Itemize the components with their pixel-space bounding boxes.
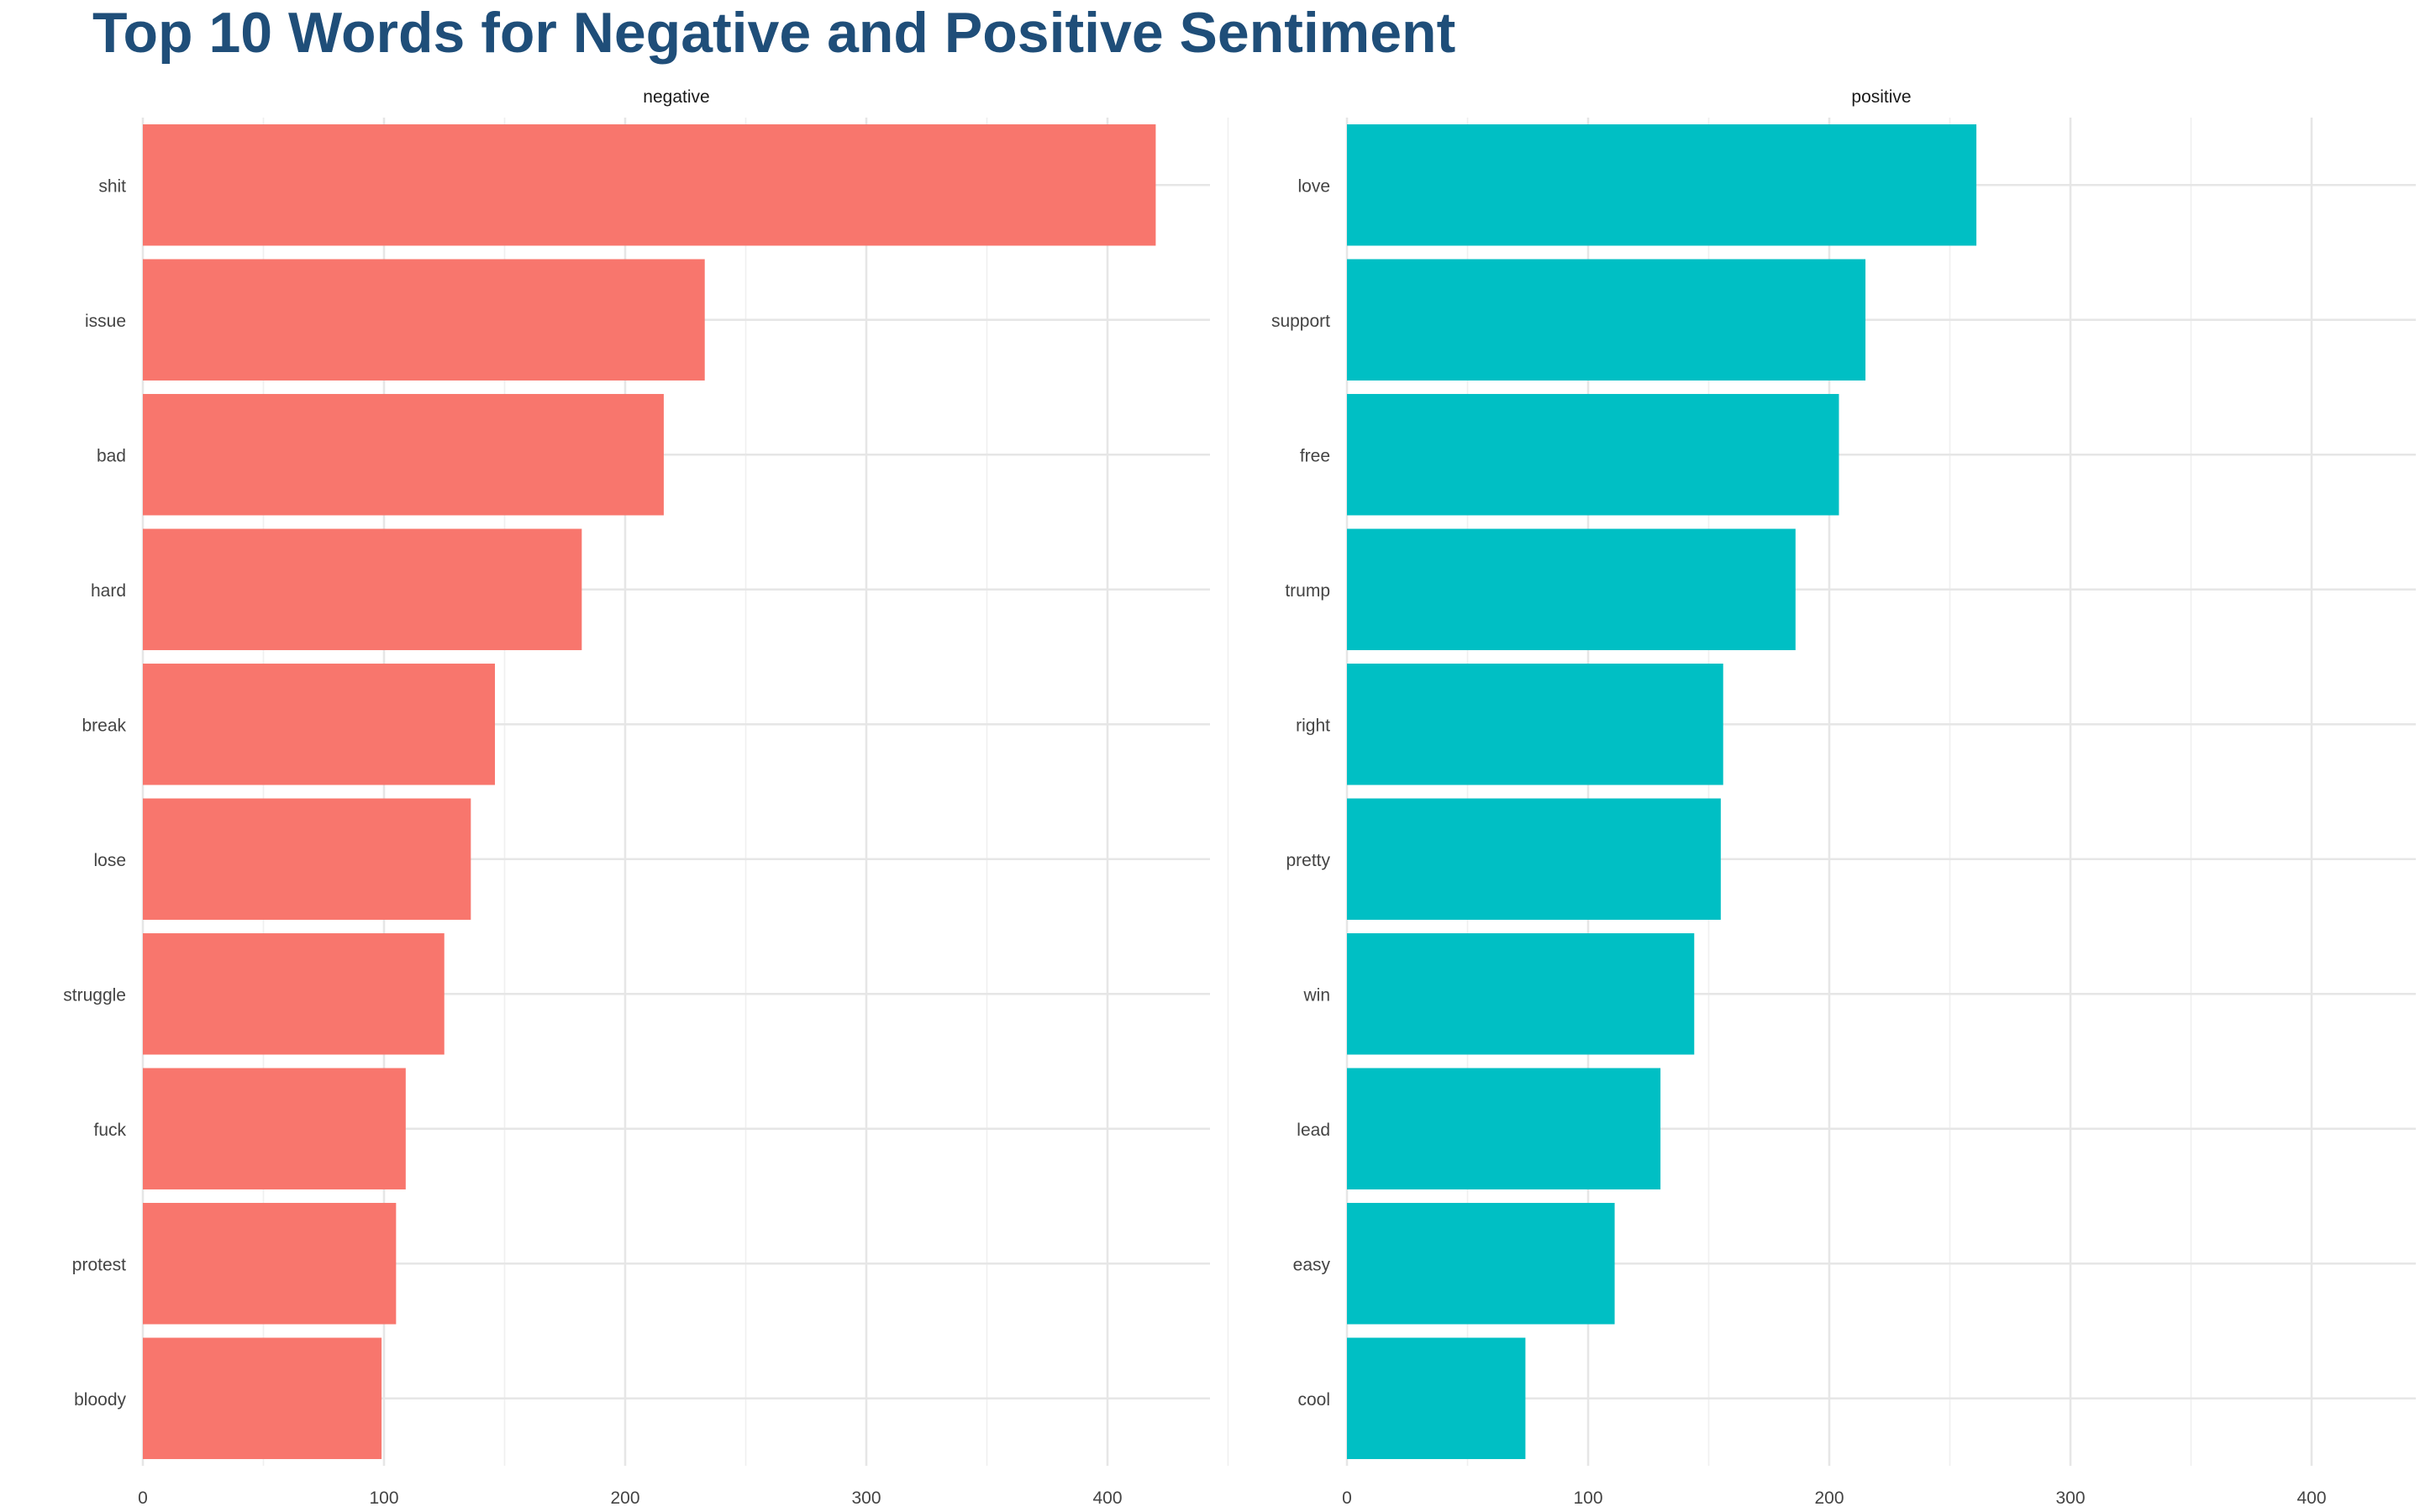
category-label: struggle bbox=[63, 985, 126, 1005]
bar-positive-easy bbox=[1347, 1203, 1615, 1325]
bar-negative-hard bbox=[143, 528, 582, 650]
category-label: trump bbox=[1285, 581, 1330, 601]
category-label: win bbox=[1302, 985, 1330, 1005]
category-label: hard bbox=[91, 581, 126, 601]
bar-negative-lose bbox=[143, 798, 471, 920]
x-tick-label: 300 bbox=[851, 1488, 881, 1508]
bar-positive-trump bbox=[1347, 528, 1796, 650]
bar-positive-free bbox=[1347, 394, 1839, 516]
x-tick-label: 0 bbox=[1342, 1488, 1352, 1508]
facet-panel-positive: love support free trump right pretty win lead ea… bbox=[1271, 87, 2416, 1508]
category-label: love bbox=[1297, 176, 1330, 196]
category-label: easy bbox=[1293, 1255, 1331, 1274]
bar-positive-pretty bbox=[1347, 798, 1721, 920]
x-tick-label: 300 bbox=[2055, 1488, 2085, 1508]
bar-negative-issue bbox=[143, 259, 705, 381]
facet-panel-negative: shit issue bad hard break lose struggle fuck pro… bbox=[63, 87, 1229, 1508]
bar-negative-struggle bbox=[143, 933, 445, 1055]
bar-negative-fuck bbox=[143, 1068, 406, 1189]
bar-negative-break bbox=[143, 664, 496, 785]
category-label: shit bbox=[98, 176, 126, 196]
bar-positive-support bbox=[1347, 259, 1866, 381]
x-tick-label: 200 bbox=[1814, 1488, 1844, 1508]
bar-positive-win bbox=[1347, 933, 1695, 1055]
category-label: bloody bbox=[74, 1390, 126, 1410]
category-label: issue bbox=[85, 312, 126, 331]
bar-positive-right bbox=[1347, 664, 1723, 785]
category-label: right bbox=[1296, 716, 1330, 735]
x-tick-label: 100 bbox=[1573, 1488, 1602, 1508]
bar-positive-love bbox=[1347, 124, 1977, 246]
category-label: free bbox=[1300, 446, 1330, 465]
category-label: break bbox=[82, 716, 126, 735]
bar-negative-bloody bbox=[143, 1337, 382, 1459]
chart-title: Top 10 Words for Negative and Positive S… bbox=[92, 1, 1456, 65]
x-tick-label: 400 bbox=[1092, 1488, 1122, 1508]
facet-strip-label: positive bbox=[1851, 87, 1911, 107]
category-label: cool bbox=[1297, 1390, 1330, 1410]
category-label: support bbox=[1271, 312, 1330, 331]
bar-negative-bad bbox=[143, 394, 664, 516]
category-label: lead bbox=[1297, 1121, 1330, 1140]
category-label: protest bbox=[72, 1255, 126, 1274]
bar-negative-protest bbox=[143, 1203, 397, 1325]
category-label: pretty bbox=[1286, 851, 1330, 870]
x-tick-label: 200 bbox=[610, 1488, 639, 1508]
bar-positive-lead bbox=[1347, 1068, 1661, 1189]
facet-strip-label: negative bbox=[643, 87, 709, 107]
bar-positive-cool bbox=[1347, 1337, 1526, 1459]
category-label: bad bbox=[97, 446, 126, 465]
x-tick-label: 100 bbox=[369, 1488, 398, 1508]
x-tick-label: 400 bbox=[2296, 1488, 2326, 1508]
bar-negative-shit bbox=[143, 124, 1156, 246]
x-tick-label: 0 bbox=[138, 1488, 148, 1508]
category-label: lose bbox=[93, 851, 126, 870]
category-label: fuck bbox=[93, 1121, 126, 1140]
